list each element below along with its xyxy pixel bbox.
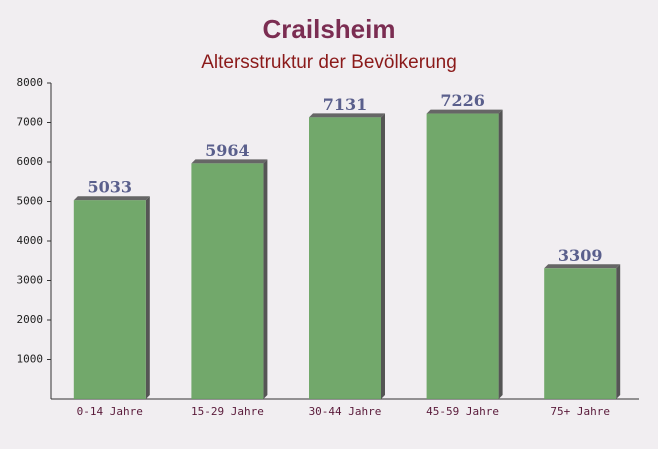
chart-title: Crailsheim — [263, 14, 396, 44]
x-tick-label: 45-59 Jahre — [426, 405, 499, 418]
bar — [309, 117, 381, 399]
x-tick-label: 0-14 Jahre — [77, 405, 143, 418]
x-tick-label: 15-29 Jahre — [191, 405, 264, 418]
x-tick-label: 30-44 Jahre — [309, 405, 382, 418]
y-tick-label: 7000 — [17, 116, 44, 129]
bar-shadow — [145, 196, 150, 399]
value-label: 5033 — [88, 178, 133, 197]
bar-shadow — [73, 196, 150, 201]
bar-shadow — [426, 109, 503, 114]
bar — [191, 163, 264, 399]
bar-shadow — [263, 159, 268, 399]
y-tick-label: 3000 — [17, 274, 44, 287]
bar — [73, 200, 146, 399]
bar-shadow — [309, 113, 385, 118]
bar-shadow — [616, 264, 621, 399]
y-tick-label: 2000 — [17, 313, 44, 326]
value-label: 7131 — [323, 95, 368, 114]
y-tick-label: 1000 — [17, 353, 44, 366]
bar-shadow — [381, 113, 385, 399]
bar-shadow — [191, 159, 268, 164]
bar-shadow — [544, 264, 621, 269]
y-tick-label: 8000 — [17, 76, 44, 89]
value-label: 7226 — [440, 91, 485, 110]
value-label: 3309 — [558, 246, 603, 265]
chart-subtitle: Altersstruktur der Bevölkerung — [201, 52, 457, 73]
value-label: 5964 — [205, 141, 250, 160]
y-tick-label: 6000 — [17, 155, 44, 168]
bar — [426, 113, 499, 399]
bar — [544, 268, 617, 399]
y-tick-label: 5000 — [17, 195, 44, 208]
y-tick-label: 4000 — [17, 234, 44, 247]
bar-shadow — [498, 109, 503, 399]
x-tick-label: 75+ Jahre — [550, 405, 610, 418]
